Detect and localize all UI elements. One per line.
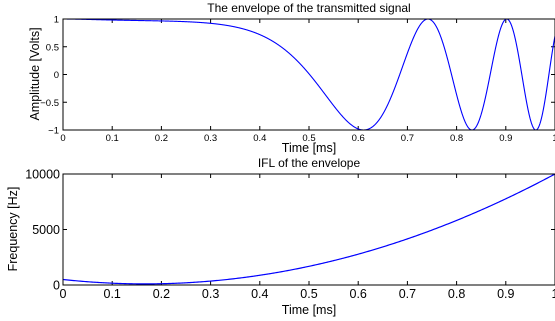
envelope-x-tick-label: 0.7	[401, 133, 414, 144]
envelope-x-ticks: 0 0.1 0.2 0.3 0.4 0.5 0.6 0.7 0.8 0.9 1	[60, 19, 555, 144]
ifl-y-tick-label: 10000	[25, 168, 60, 182]
ifl-x-tick-label: 0.6	[350, 287, 367, 301]
ifl-x-tick-label: 0.8	[448, 287, 465, 301]
envelope-x-tick-label: 0	[60, 133, 65, 144]
ifl-x-tick-label: 0.5	[300, 287, 317, 301]
ifl-y-ticks: 10000 5000 0	[25, 168, 555, 293]
envelope-x-tick-label: 0.8	[450, 133, 463, 144]
ifl-y-tick-label: 0	[53, 279, 60, 293]
ifl-x-tick-label: 0	[60, 287, 67, 301]
ifl-x-tick-label: 0.3	[202, 287, 219, 301]
envelope-y-axis-label: Amplitude [Volts]	[28, 27, 42, 120]
ifl-frequency-line	[62, 173, 555, 285]
ifl-y-tick-label: 5000	[32, 223, 60, 237]
envelope-x-tick-label: 0.2	[155, 133, 168, 144]
ifl-x-tick-label: 0.9	[497, 287, 514, 301]
ifl-chart-title: IFL of the envelope	[258, 156, 361, 170]
envelope-y-tick-label: −1	[48, 126, 59, 137]
envelope-y-tick-label: 1	[54, 15, 59, 26]
envelope-y-tick-label: 0	[54, 70, 59, 81]
ifl-x-tick-label: 0.7	[399, 287, 416, 301]
envelope-x-tick-label: 1	[552, 133, 555, 144]
envelope-plot-frame	[62, 18, 555, 131]
envelope-chart: The envelope of the transmitted signal 1…	[28, 1, 555, 155]
ifl-x-axis-label: Time [ms]	[282, 303, 336, 317]
ifl-x-ticks: 0 0.1 0.2 0.3 0.4 0.5 0.6 0.7 0.8 0.9 1	[60, 174, 555, 301]
ifl-x-tick-label: 0.2	[153, 287, 170, 301]
envelope-x-tick-label: 0.3	[204, 133, 217, 144]
ifl-chart: IFL of the envelope 10000 5000 0 0 0.1 0.2 0.…	[6, 156, 555, 317]
envelope-signal-line	[63, 18, 555, 131]
envelope-x-tick-label: 0.6	[352, 133, 365, 144]
envelope-y-tick-label: 0.5	[46, 42, 59, 53]
ifl-plot-frame	[62, 173, 555, 286]
envelope-x-tick-label: 0.1	[106, 133, 119, 144]
ifl-x-tick-label: 0.1	[104, 287, 121, 301]
envelope-x-tick-label: 0.4	[253, 133, 266, 144]
ifl-x-tick-label: 1	[552, 287, 555, 301]
envelope-x-tick-label: 0.9	[499, 133, 512, 144]
ifl-x-tick-label: 0.4	[251, 287, 268, 301]
envelope-x-axis-label: Time [ms]	[282, 141, 336, 155]
envelope-x-tick-label: 0.5	[302, 133, 315, 144]
envelope-y-ticks: 1 0.5 0 −0.5 −1	[40, 15, 555, 137]
envelope-y-tick-label: −0.5	[40, 98, 59, 109]
envelope-chart-title: The envelope of the transmitted signal	[207, 1, 410, 15]
ifl-y-axis-label: Frequency [Hz]	[6, 187, 20, 272]
